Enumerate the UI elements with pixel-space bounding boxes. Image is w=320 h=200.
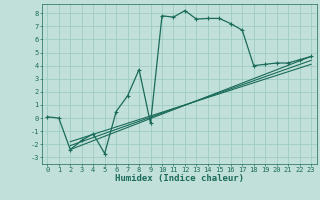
X-axis label: Humidex (Indice chaleur): Humidex (Indice chaleur): [115, 174, 244, 183]
